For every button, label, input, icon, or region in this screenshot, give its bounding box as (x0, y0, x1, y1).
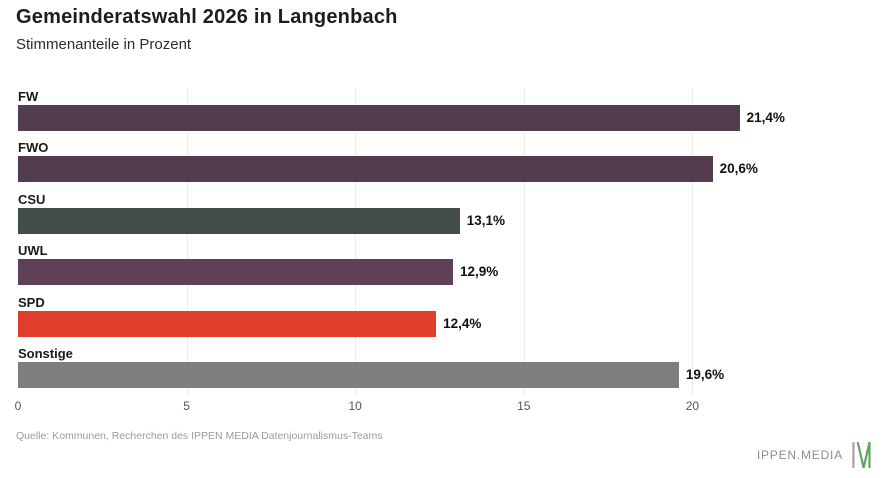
bar-fwo (18, 156, 713, 183)
bar-row: FWO 20,6% (18, 139, 861, 190)
ippen-media-m-icon (852, 441, 871, 469)
value-label: 20,6% (719, 161, 758, 177)
category-label: CSU (18, 191, 46, 207)
bar-chart: FW 21,4% FWO 20,6% CSU 13,1% UWL 12,9% SPD 12,4% S… (14, 88, 861, 428)
page-title: Gemeinderatswahl 2026 in Langenbach (16, 6, 398, 28)
brand-name: IPPEN.MEDIA (756, 448, 843, 462)
category-label: SPD (18, 294, 45, 310)
category-label: Sonstige (18, 346, 73, 361)
gridline (355, 88, 357, 396)
value-label: 19,6% (685, 367, 725, 382)
gridline (186, 88, 188, 396)
bar-row: SPD 12,4% (18, 294, 861, 345)
bar-csu (18, 207, 460, 234)
bar-spd (18, 310, 437, 337)
x-axis-tick: 20 (685, 399, 700, 413)
value-label: 12,9% (459, 264, 499, 280)
x-axis-tick: 10 (348, 399, 362, 413)
x-axis-tick: 5 (183, 399, 190, 413)
source-note: Quelle: Kommunen, Recherchen des IPPEN M… (16, 430, 383, 442)
value-label: 21,4% (746, 110, 785, 125)
x-axis-tick: 15 (517, 399, 531, 413)
page-subtitle: Stimmenanteile in Prozent (16, 36, 192, 53)
category-label: FWO (18, 140, 49, 156)
category-label: UWL (18, 243, 48, 259)
value-label: 13,1% (466, 212, 505, 228)
x-axis-tick: 0 (14, 399, 22, 413)
bar-row: UWL 12,9% (18, 242, 861, 293)
bar-row: FW 21,4% (18, 88, 861, 139)
brand-logo: IPPEN.MEDIA (757, 440, 874, 470)
bar-fw (18, 105, 740, 131)
bar-uwl (18, 259, 453, 286)
gridline (692, 88, 694, 396)
bar-sonstige (18, 362, 679, 388)
bar-row: CSU 13,1% (18, 191, 861, 242)
category-label: FW (18, 89, 39, 104)
bar-row: Sonstige 19,6% (18, 345, 861, 396)
value-label: 12,4% (443, 315, 482, 331)
gridline (523, 88, 525, 396)
